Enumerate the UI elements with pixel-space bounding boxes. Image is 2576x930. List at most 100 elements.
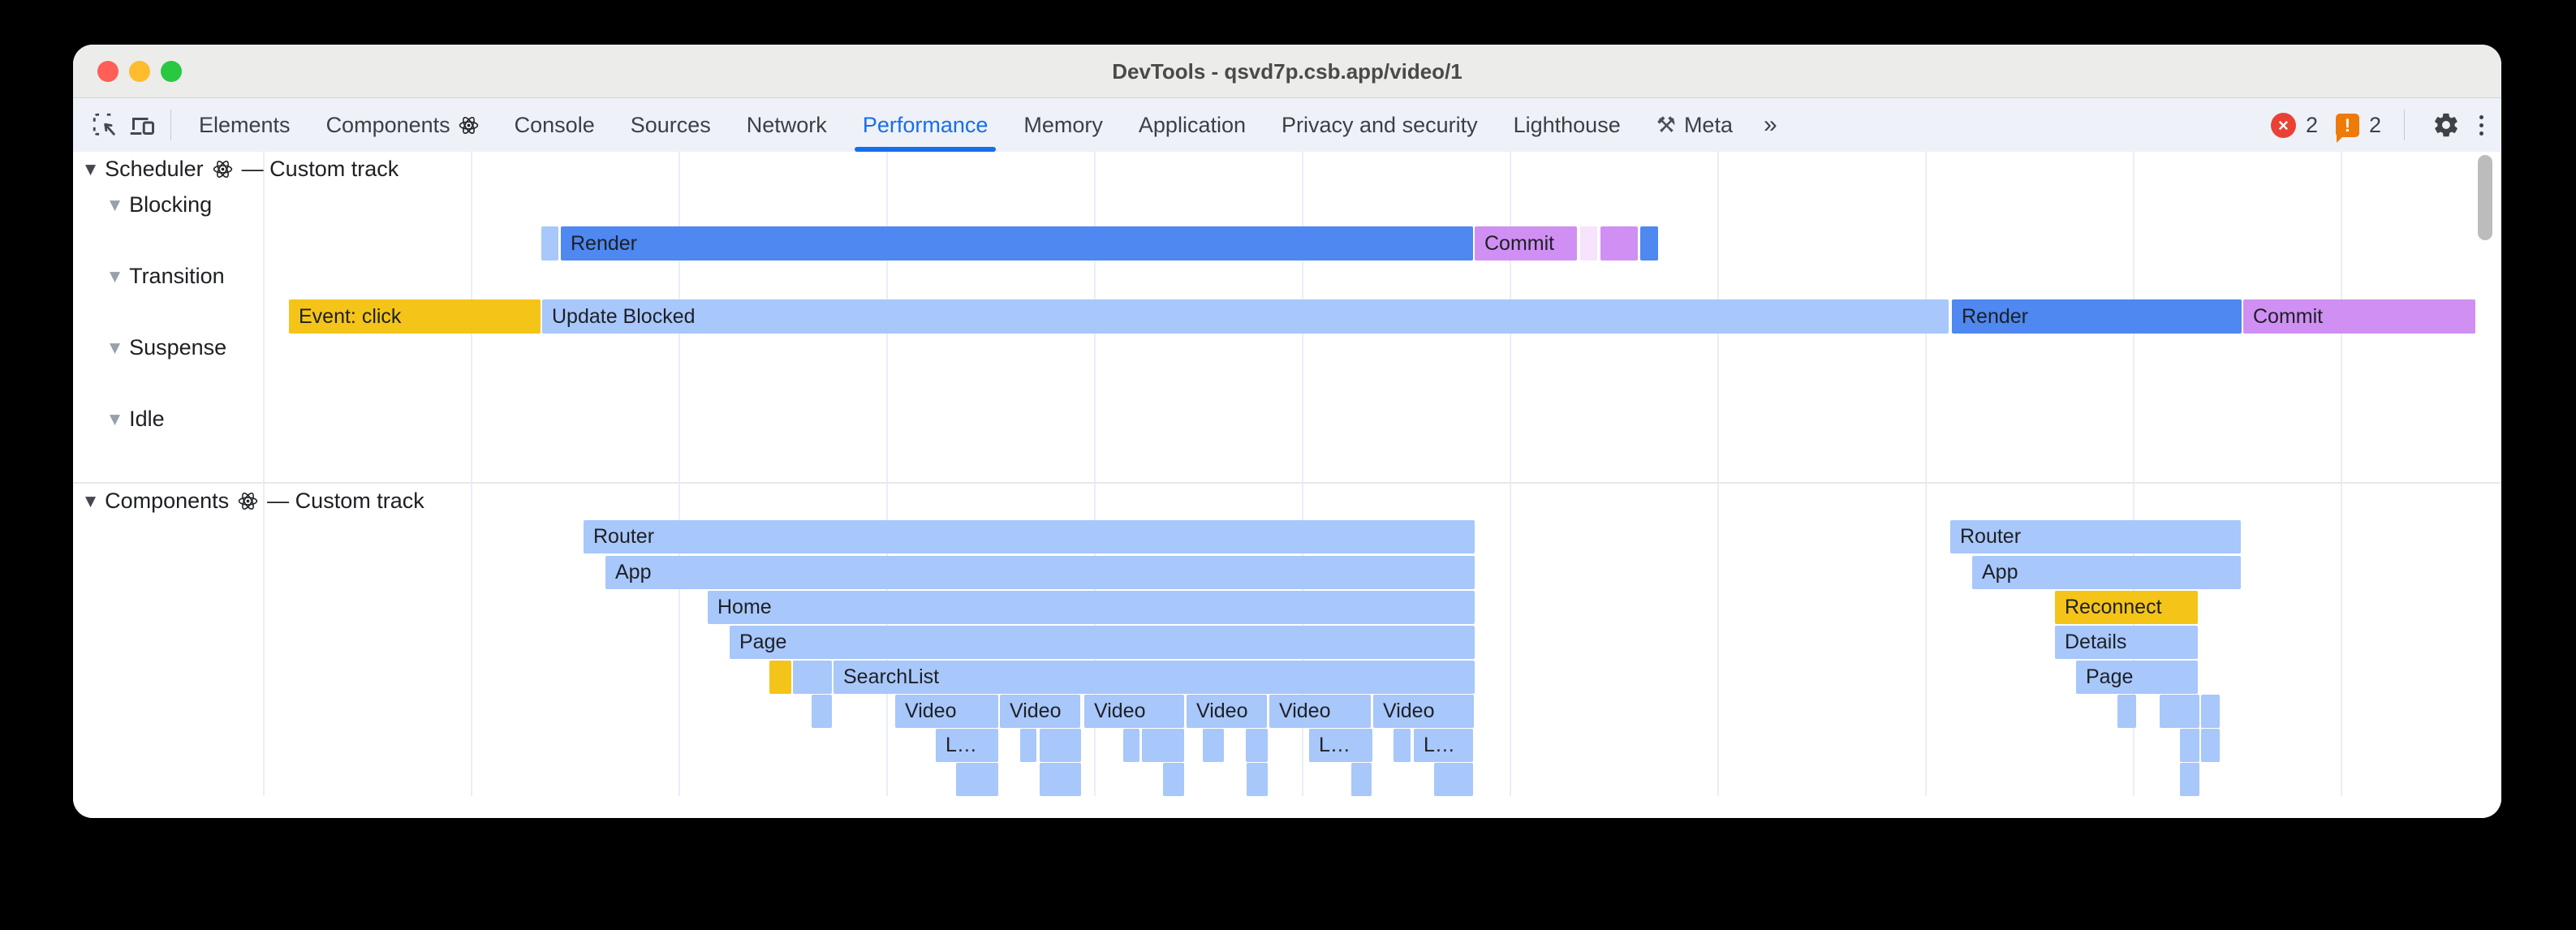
flame-bar[interactable]: [1580, 226, 1597, 260]
flame-bar-page[interactable]: Page: [2076, 661, 2198, 694]
flame-bar-render[interactable]: Render: [561, 226, 1473, 260]
flame-bar[interactable]: [1142, 729, 1184, 762]
flame-bar-video[interactable]: Video: [1269, 695, 1371, 728]
flame-bar[interactable]: [2180, 729, 2199, 762]
tab-label: Network: [746, 112, 827, 137]
flame-bar[interactable]: [2117, 695, 2136, 728]
titlebar: DevTools - qsvd7p.csb.app/video/1: [73, 45, 2501, 98]
more-options-button[interactable]: [2475, 110, 2488, 140]
issues-badge-icon[interactable]: !: [2335, 113, 2359, 143]
more-tabs-button[interactable]: »: [1763, 111, 1777, 138]
flame-bar-l-[interactable]: L…: [1414, 729, 1473, 762]
tab-label: Meta: [1683, 112, 1733, 137]
flame-bar-video[interactable]: Video: [895, 695, 998, 728]
flame-bar[interactable]: [1600, 226, 1638, 260]
flame-bar-home[interactable]: Home: [708, 591, 1475, 624]
tab-meta[interactable]: ⚒ Meta: [1639, 98, 1751, 152]
flame-bar-commit[interactable]: Commit: [1475, 226, 1577, 260]
inspect-element-button[interactable]: [86, 104, 123, 146]
error-badge-icon[interactable]: ×: [2270, 112, 2296, 138]
flame-bar[interactable]: [1246, 729, 1268, 762]
gridline: [263, 152, 265, 796]
tab-label: Privacy and security: [1282, 112, 1478, 137]
gridline: [2341, 152, 2342, 796]
flame-bar-video[interactable]: Video: [1187, 695, 1267, 728]
lane-suspense[interactable]: ▼ Suspense: [110, 335, 226, 360]
flame-bar-render[interactable]: Render: [1952, 299, 2242, 334]
devtools-tabbar: Elements Components Console Sources Network…: [73, 98, 2501, 153]
flame-bar-router[interactable]: Router: [1950, 520, 2241, 553]
flame-bar[interactable]: [1163, 763, 1184, 796]
tab-components[interactable]: Components: [308, 98, 497, 152]
flame-bar-video[interactable]: Video: [1000, 695, 1080, 728]
collapse-triangle-icon[interactable]: ▼: [110, 339, 121, 356]
flame-bar[interactable]: [1434, 763, 1473, 796]
tab-label: Elements: [199, 112, 291, 137]
flame-bar-l-[interactable]: L…: [936, 729, 998, 762]
flame-bar[interactable]: [2201, 729, 2220, 762]
minimize-window-button[interactable]: [129, 61, 150, 82]
flame-bar[interactable]: [1020, 729, 1036, 762]
flame-bar-video[interactable]: Video: [1373, 695, 1474, 728]
tab-elements[interactable]: Elements: [181, 98, 308, 152]
flame-bar[interactable]: [541, 226, 558, 260]
toggle-device-toolbar-button[interactable]: [123, 104, 161, 146]
error-count: 2: [2305, 112, 2318, 137]
flame-bar-details[interactable]: Details: [2055, 626, 2198, 659]
flame-bar-app[interactable]: App: [1972, 556, 2241, 589]
gridline: [678, 152, 680, 796]
flame-bar[interactable]: [1394, 729, 1411, 762]
lane-blocking[interactable]: ▼ Blocking: [110, 192, 212, 217]
collapse-triangle-icon[interactable]: ▼: [85, 161, 97, 178]
scheduler-track-header[interactable]: ▼ Scheduler — Custom track: [85, 157, 398, 182]
lane-label: Transition: [129, 264, 225, 288]
flame-bar-event-click[interactable]: Event: click: [289, 299, 541, 334]
flame-bar[interactable]: [1203, 729, 1224, 762]
badges-separator: [2404, 110, 2405, 140]
vertical-scrollbar[interactable]: [2478, 155, 2492, 240]
tab-performance[interactable]: Performance: [845, 98, 1006, 152]
flame-bar-reconnect[interactable]: Reconnect: [2055, 591, 2198, 624]
lane-label: Blocking: [129, 192, 213, 217]
tab-network[interactable]: Network: [729, 98, 845, 152]
tab-console[interactable]: Console: [497, 98, 613, 152]
settings-button[interactable]: [2427, 104, 2465, 146]
collapse-triangle-icon[interactable]: ▼: [110, 196, 121, 213]
flame-bar[interactable]: [2180, 763, 2199, 796]
components-track-header[interactable]: ▼ Components — Custom track: [85, 489, 424, 514]
flame-bar[interactable]: [1640, 226, 1658, 260]
flame-bar-l-[interactable]: L…: [1309, 729, 1372, 762]
collapse-triangle-icon[interactable]: ▼: [110, 411, 121, 428]
tab-lighthouse[interactable]: Lighthouse: [1496, 98, 1639, 152]
flame-bar[interactable]: [2160, 695, 2199, 728]
close-window-button[interactable]: [97, 61, 118, 82]
flame-bar-commit[interactable]: Commit: [2243, 299, 2475, 334]
flame-bar-searchlist[interactable]: SearchList: [834, 661, 1475, 694]
tab-privacy-and-security[interactable]: Privacy and security: [1264, 98, 1496, 152]
collapse-triangle-icon[interactable]: ▼: [110, 268, 121, 285]
flame-bar[interactable]: [1351, 763, 1372, 796]
flame-bar-app[interactable]: App: [605, 556, 1475, 589]
flame-bar-router[interactable]: Router: [584, 520, 1475, 553]
flame-bar[interactable]: [1040, 729, 1081, 762]
flame-bar[interactable]: [1040, 763, 1081, 796]
flame-bar[interactable]: [1247, 763, 1268, 796]
flame-bar-update-blocked[interactable]: Update Blocked: [542, 299, 1949, 334]
tab-label: Console: [514, 112, 595, 137]
tab-sources[interactable]: Sources: [613, 98, 729, 152]
tab-label: Sources: [630, 112, 711, 137]
lane-transition[interactable]: ▼ Transition: [110, 264, 225, 289]
tab-application[interactable]: Application: [1121, 98, 1264, 152]
collapse-triangle-icon[interactable]: ▼: [85, 493, 97, 510]
zoom-window-button[interactable]: [161, 61, 182, 82]
flame-bar[interactable]: [812, 695, 832, 728]
flame-bar[interactable]: [956, 763, 998, 796]
flame-bar[interactable]: [769, 661, 791, 694]
flame-bar[interactable]: [1123, 729, 1139, 762]
flame-bar-video[interactable]: Video: [1084, 695, 1184, 728]
flame-bar-page[interactable]: Page: [730, 626, 1475, 659]
flame-bar[interactable]: [793, 661, 832, 694]
lane-idle[interactable]: ▼ Idle: [110, 407, 165, 432]
flame-bar[interactable]: [2201, 695, 2220, 728]
tab-memory[interactable]: Memory: [1006, 98, 1121, 152]
